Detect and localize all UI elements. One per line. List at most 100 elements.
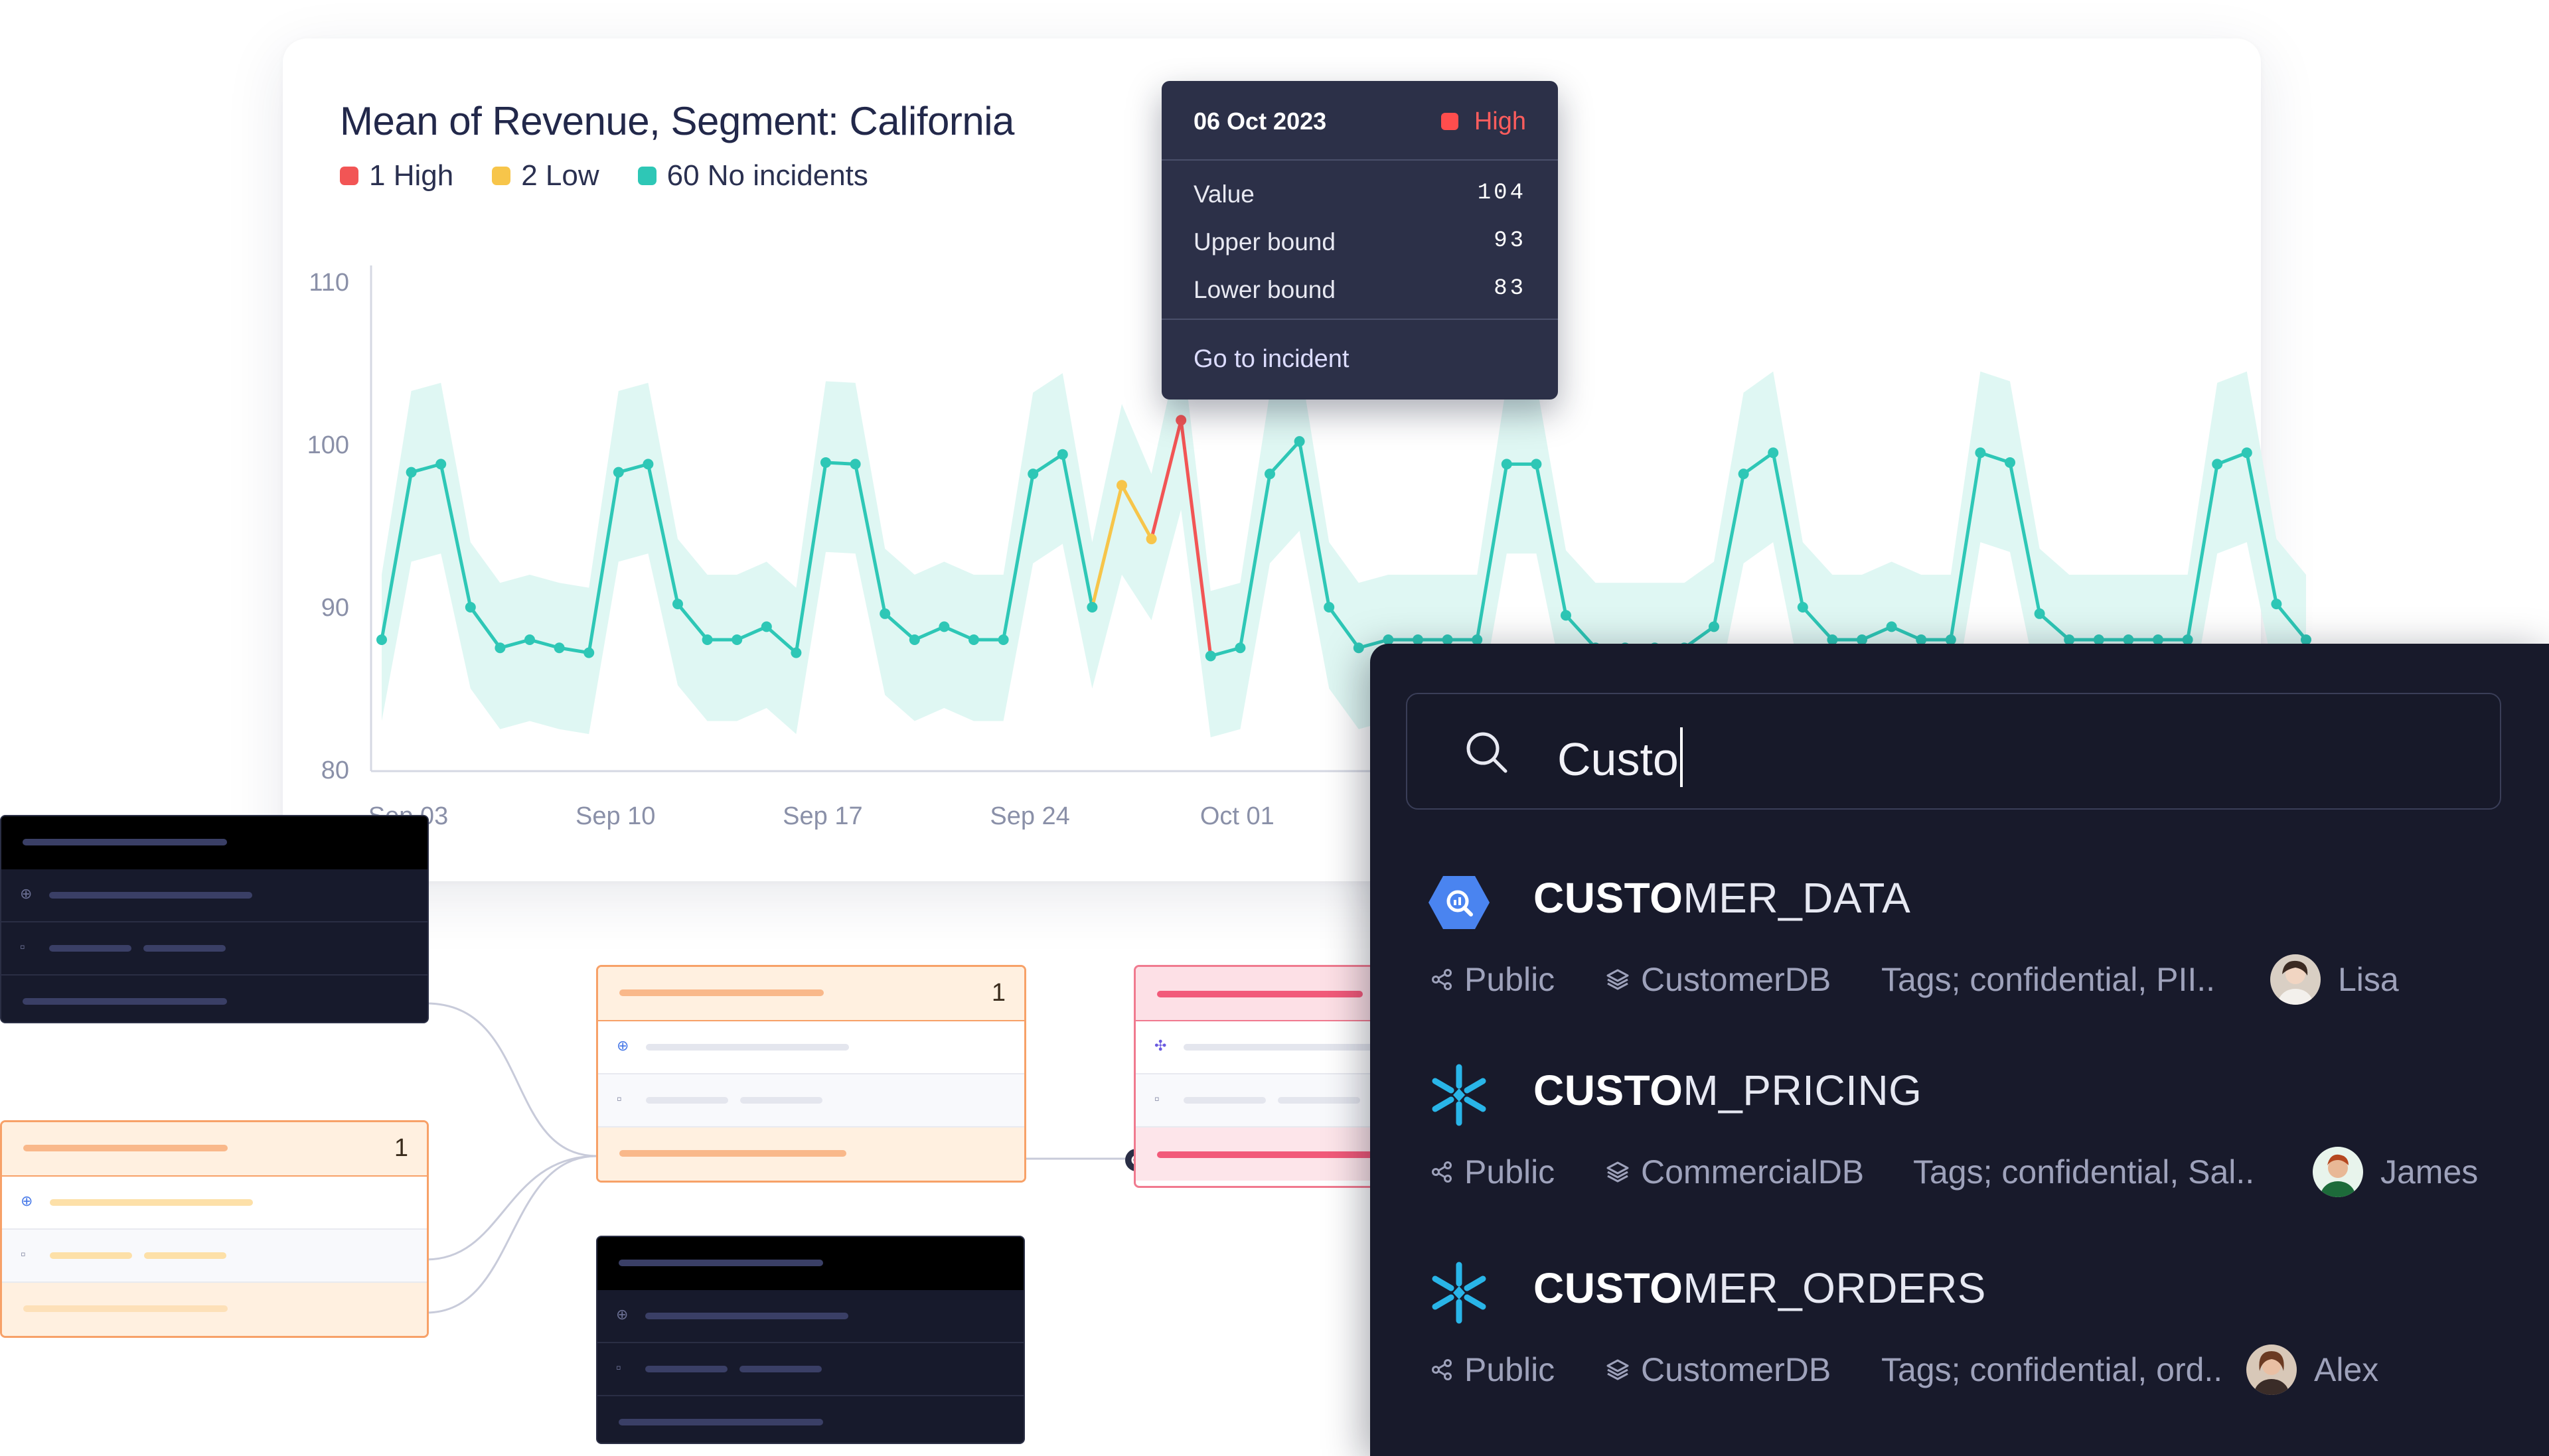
data-point [1028,469,1039,480]
x-tick-label: Oct 01 [1200,802,1274,830]
data-point [2093,634,2104,645]
data-point [435,459,447,470]
series-line-segment [1327,605,1361,650]
data-point [1857,634,1867,645]
series-line-segment [1061,453,1094,609]
data-point [1827,634,1838,645]
legend-label-no-incidents: 60 No incidents [666,159,868,192]
data-point [1057,449,1068,460]
data-point [1442,634,1453,645]
series-line-segment [1031,453,1065,476]
lineage-node-red[interactable]: ✣ ▫ [1134,965,1417,1188]
data-point [791,647,802,658]
data-point [1324,602,1335,613]
series-line-segment [765,624,798,655]
data-point [2005,457,2015,468]
result-visibility: Public [1430,1350,1605,1389]
search-result-item[interactable]: CUSTOMER_ORDERS Public CustomerDB Tags; … [1370,1261,2549,1447]
x-tick-label: Sep 24 [990,802,1069,830]
lineage-node-dark-2[interactable]: ⊕ ▫ [596,1236,1025,1444]
result-meta: Public CustomerDB Tags; confidential, PI… [1430,954,2399,1005]
result-database: CustomerDB [1605,1350,1881,1389]
lineage-edge [425,1155,598,1261]
visibility-label: Public [1464,1153,1555,1191]
database-label: CustomerDB [1641,1351,1831,1388]
result-title-rest: MER_ORDERS [1683,1264,1986,1312]
tooltip-divider [1162,319,1558,320]
series-line-segment [2038,612,2071,642]
node-header [1,816,427,869]
result-title-match: CUSTO [1533,874,1683,922]
data-point [939,621,950,632]
data-point [1501,459,1512,470]
data-point [732,634,743,645]
node-row: ⊕ [597,1290,1024,1343]
data-point [376,634,387,645]
series-line-segment [1090,483,1124,609]
series-line-segment [1564,613,1598,650]
legend-label-low: 2 Low [521,159,599,192]
search-result-item[interactable]: CUSTOM_PRICING Public CommercialDB Tags;… [1370,1063,2549,1249]
data-point [1265,469,1275,480]
lineage-node-dark-1[interactable]: ⊕ ▫ [0,815,429,1023]
result-visibility: Public [1430,960,1605,999]
series-line-segment [1002,472,1035,642]
owner-name: James [2380,1153,2479,1191]
data-point [1531,459,1542,470]
legend-item-no-incidents[interactable]: 60 No incidents [637,159,868,192]
data-point [2123,634,2134,645]
data-point [2212,459,2223,470]
lineage-node-orange-1[interactable]: 1 ⊕ ▫ [596,965,1026,1183]
y-tick-label: 100 [307,431,349,459]
owner-name: Alex [2314,1351,2379,1388]
result-title: CUSTOMER_DATA [1533,873,1910,922]
avatar [2313,1147,2363,1197]
node-header: 1 [598,967,1024,1021]
result-tags: Tags; confidential, ord.. [1881,1350,2246,1389]
series-line-segment [854,462,887,616]
data-point [1472,634,1483,645]
legend-item-high[interactable]: 1 High [340,159,453,192]
data-point [524,634,535,645]
node-header [597,1237,1024,1290]
file-icon: ▫ [617,1090,622,1107]
data-point [820,457,831,468]
node-row: ▫ [2,1230,427,1283]
search-panel: Custo CUSTOMER_DATA Public CustomerDB Ta… [1370,644,2549,1456]
search-input[interactable]: Custo [1406,693,2501,810]
tags-label: Tags; confidential, PII.. [1881,961,2216,998]
data-point [968,634,979,645]
node-row: ⊕ [598,1021,1024,1074]
legend-item-low[interactable]: 2 Low [492,159,599,192]
go-to-incident-link[interactable]: Go to incident [1194,345,1350,373]
series-line-segment [676,602,710,642]
tooltip-header: 06 Oct 2023 High [1162,81,1558,161]
search-icon: ⊕ [616,1306,629,1323]
result-tags: Tags; confidential, PII.. [1881,960,2270,999]
legend-swatch-high [340,167,358,185]
tooltip-label: Upper bound [1194,228,1336,255]
data-point [495,642,506,654]
node-footer [598,1128,1024,1181]
tags-label: Tags; confidential, ord.. [1881,1351,2223,1388]
data-point [1561,610,1571,621]
data-point [643,459,654,470]
tooltip-row-upper-bound: Upper bound 93 [1194,228,1526,256]
series-line-segment [913,624,946,642]
node-row: ✣ [1136,1021,1415,1074]
search-query: Custo [1557,733,1679,785]
data-point [2153,634,2163,645]
data-point [2064,634,2075,645]
data-point [554,642,565,654]
lineage-node-orange-2[interactable]: 1 ⊕ ▫ [0,1120,429,1338]
series-line-segment [1534,462,1568,617]
series-line-segment [942,624,976,642]
search-icon: ⊕ [20,885,33,902]
layers-icon [1606,1161,1629,1183]
series-line-segment [469,605,502,650]
tooltip-label: Lower bound [1194,276,1336,303]
legend-swatch-no-incidents [637,167,657,185]
data-point [1709,621,1719,632]
search-result-item[interactable]: CUSTOMER_DATA Public CustomerDB Tags; co… [1370,871,2549,1056]
data-point [1117,480,1127,491]
